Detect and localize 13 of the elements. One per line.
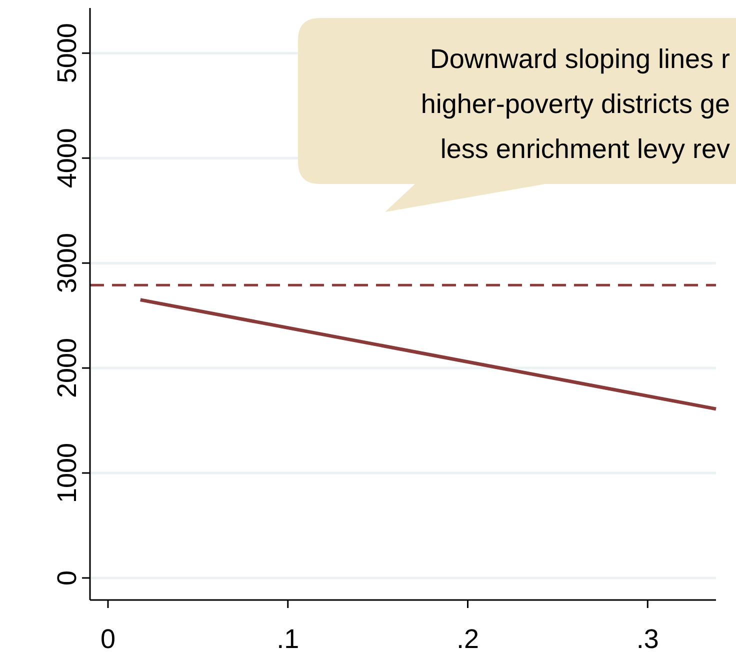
x-tick-label: .3 — [636, 624, 659, 654]
y-tick-label: 2000 — [52, 338, 82, 398]
x-tick-label: .2 — [456, 624, 480, 654]
annotation: Downward sloping lines r — [430, 44, 730, 74]
x-tick-label: 0 — [100, 624, 116, 654]
y-tick-label: 5000 — [52, 23, 82, 84]
y-tick-label: 4000 — [52, 128, 82, 188]
y-tick-label: 3000 — [52, 233, 82, 294]
y-tick-label: 0 — [52, 570, 82, 586]
annotation: higher-poverty districts ge — [420, 89, 730, 119]
annotation: less enrichment levy rev — [440, 134, 730, 164]
y-tick-label: 1000 — [52, 442, 82, 504]
x-tick-label: .1 — [276, 624, 300, 654]
